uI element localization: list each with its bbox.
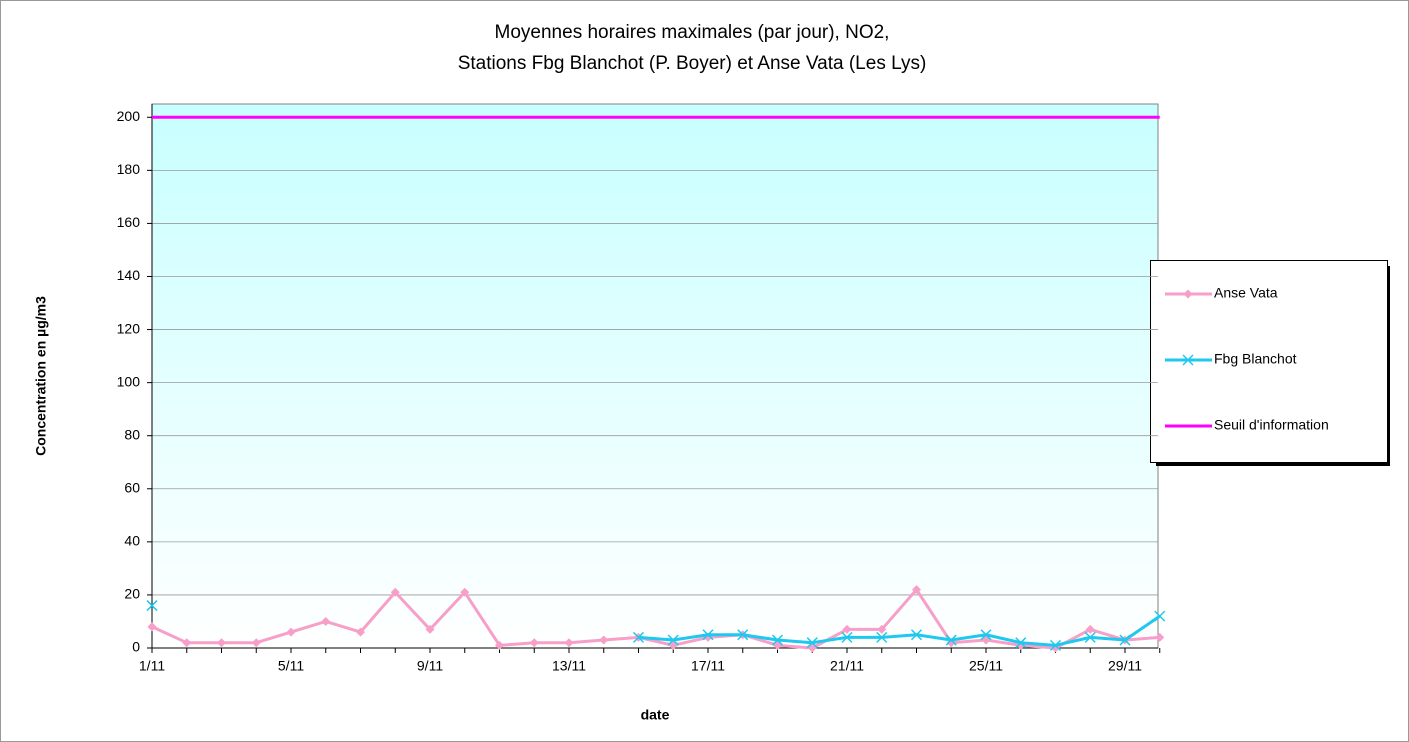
point	[910, 629, 923, 641]
y-tick-label: 160	[117, 214, 141, 230]
x-axis-label: date	[641, 707, 670, 723]
x-tick-label: 1/11	[139, 658, 165, 674]
y-tick-label: 0	[132, 639, 140, 655]
point	[321, 616, 331, 626]
point	[632, 631, 645, 643]
y-tick-label: 60	[124, 479, 140, 495]
point	[564, 638, 574, 648]
point	[737, 629, 749, 641]
legend-label: Seuil d'information	[1214, 417, 1329, 433]
x-tick-label: 9/11	[417, 658, 443, 674]
x-tick-label: 29/11	[1108, 658, 1142, 674]
point	[1015, 637, 1027, 649]
legend-label: Fbg Blanchot	[1214, 351, 1297, 367]
point	[460, 587, 470, 597]
point	[771, 634, 784, 646]
point	[495, 640, 504, 650]
y-tick-label: 100	[117, 373, 141, 389]
legend-label: Anse Vata	[1214, 285, 1278, 301]
point	[841, 631, 853, 643]
x-tick-label: 5/11	[278, 658, 304, 674]
x-tick-label: 13/11	[552, 658, 586, 674]
point	[1084, 631, 1096, 643]
point	[529, 638, 539, 648]
series-line	[151, 588, 1160, 650]
point	[1085, 624, 1095, 634]
point	[702, 629, 714, 641]
chart-title: Stations Fbg Blanchot (P. Boyer) et Anse…	[458, 53, 927, 74]
point	[147, 622, 157, 632]
point	[912, 585, 921, 595]
point	[356, 627, 365, 637]
point	[876, 631, 888, 643]
y-tick-label: 200	[117, 108, 141, 124]
chart-title: Moyennes horaires maximales (par jour), …	[495, 22, 890, 43]
point	[146, 600, 158, 612]
x-tick-label: 25/11	[969, 658, 1003, 674]
y-tick-label: 40	[124, 533, 140, 549]
point	[390, 587, 400, 597]
point	[1049, 639, 1062, 651]
y-tick-label: 80	[124, 426, 140, 442]
point	[1154, 610, 1166, 622]
y-tick-label: 140	[117, 267, 141, 283]
point	[667, 634, 679, 646]
point	[806, 637, 818, 649]
y-tick-label: 20	[124, 586, 140, 602]
point	[1119, 634, 1131, 646]
legend-marker	[1183, 289, 1193, 299]
point	[877, 624, 887, 634]
y-tick-label: 120	[117, 320, 141, 336]
series-line	[638, 614, 1161, 647]
point	[286, 627, 296, 637]
point	[182, 638, 192, 648]
point	[217, 638, 226, 648]
point	[599, 635, 609, 645]
x-tick-label: 17/11	[691, 658, 725, 674]
point	[945, 634, 957, 646]
y-axis-label: Concentration en µg/m3	[33, 296, 49, 456]
point	[251, 638, 261, 648]
point	[425, 624, 435, 634]
point	[980, 629, 992, 641]
point	[842, 624, 852, 634]
point	[1155, 632, 1165, 642]
y-tick-label: 180	[117, 161, 141, 177]
plot-area	[151, 103, 1159, 649]
legend-marker	[1182, 354, 1194, 366]
x-tick-label: 21/11	[830, 658, 864, 674]
